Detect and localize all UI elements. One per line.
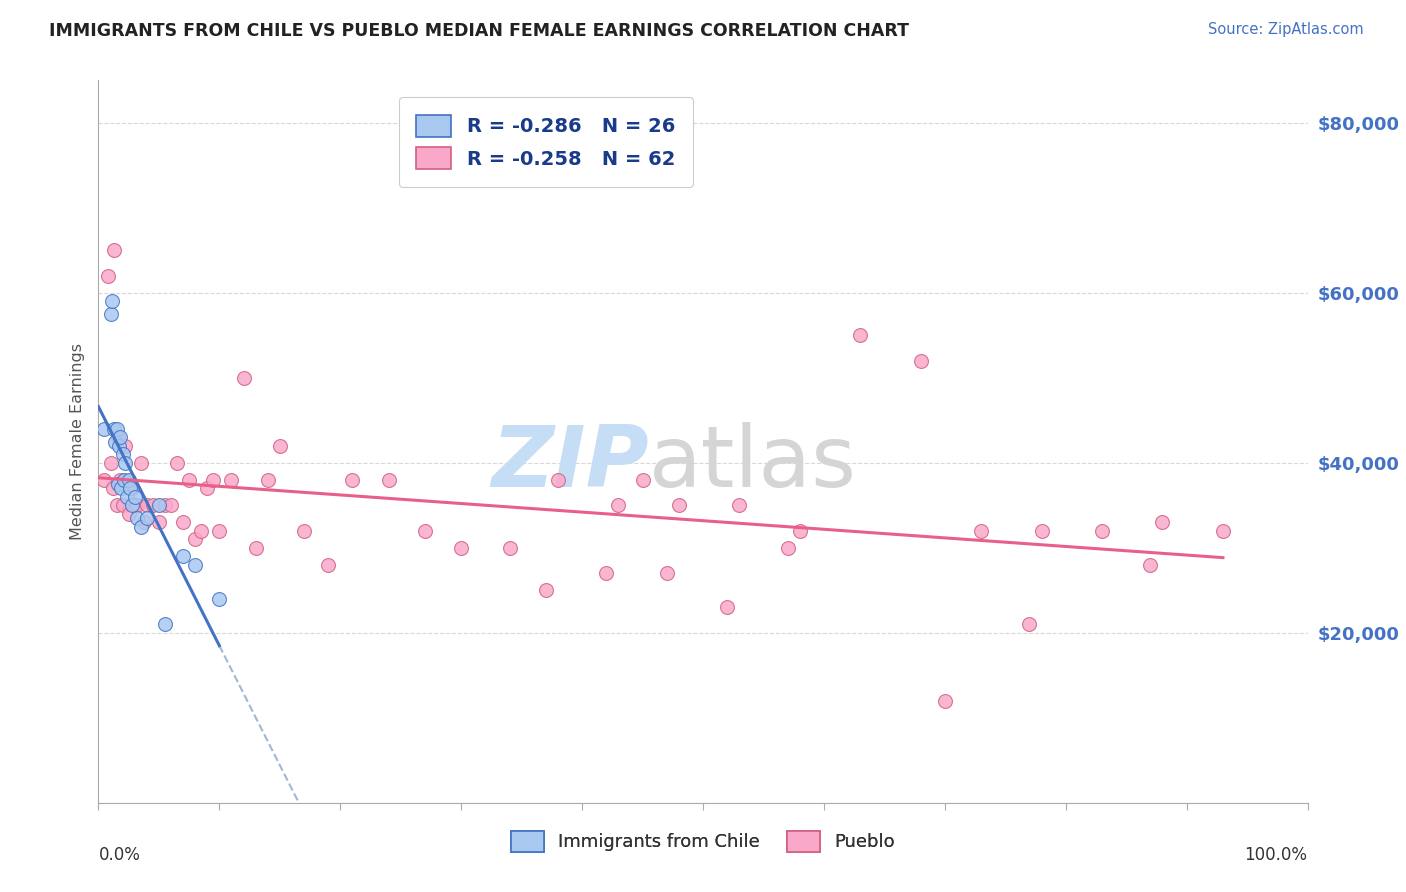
Point	[498, 541, 520, 555]
Point	[631, 473, 654, 487]
Point	[103, 422, 125, 436]
Point	[776, 541, 799, 555]
Point	[668, 498, 690, 512]
Text: ZIP: ZIP	[491, 422, 648, 505]
Point	[179, 473, 201, 487]
Point	[101, 481, 124, 495]
Point	[97, 268, 120, 283]
Point	[342, 473, 364, 487]
Point	[153, 498, 176, 512]
Point	[124, 490, 146, 504]
Point	[121, 481, 143, 495]
Y-axis label: Median Female Earnings: Median Female Earnings	[69, 343, 84, 540]
Point	[172, 516, 194, 530]
Point	[595, 566, 617, 581]
Point	[104, 434, 127, 449]
Point	[607, 498, 630, 512]
Point	[121, 498, 143, 512]
Point	[107, 477, 129, 491]
Point	[127, 498, 149, 512]
Point	[1152, 516, 1174, 530]
Point	[377, 473, 399, 487]
Point	[716, 600, 738, 615]
Point	[107, 430, 129, 444]
Point	[153, 617, 176, 632]
Point	[93, 422, 115, 436]
Point	[129, 456, 152, 470]
Point	[100, 456, 122, 470]
Point	[1139, 558, 1161, 572]
Point	[195, 481, 218, 495]
Point	[108, 473, 131, 487]
Point	[232, 371, 254, 385]
Text: 0.0%: 0.0%	[98, 847, 141, 864]
Point	[190, 524, 212, 538]
Point	[910, 353, 932, 368]
Point	[184, 533, 207, 547]
Point	[111, 447, 134, 461]
Point	[1212, 524, 1234, 538]
Point	[127, 511, 149, 525]
Text: atlas: atlas	[648, 422, 856, 505]
Point	[208, 524, 231, 538]
Point	[534, 583, 557, 598]
Point	[1018, 617, 1040, 632]
Point	[1091, 524, 1114, 538]
Point	[269, 439, 291, 453]
Point	[135, 498, 157, 512]
Point	[100, 307, 122, 321]
Point	[1031, 524, 1053, 538]
Point	[108, 439, 131, 453]
Point	[172, 549, 194, 564]
Point	[118, 481, 141, 495]
Point	[413, 524, 436, 538]
Point	[105, 498, 128, 512]
Point	[849, 328, 872, 343]
Text: Source: ZipAtlas.com: Source: ZipAtlas.com	[1208, 22, 1364, 37]
Point	[110, 481, 132, 495]
Point	[93, 473, 115, 487]
Point	[547, 473, 569, 487]
Point	[118, 473, 141, 487]
Point	[148, 498, 170, 512]
Point	[208, 591, 231, 606]
Point	[108, 430, 131, 444]
Point	[160, 498, 183, 512]
Point	[124, 498, 146, 512]
Point	[117, 490, 139, 504]
Point	[148, 516, 170, 530]
Point	[221, 473, 243, 487]
Point	[450, 541, 472, 555]
Text: IMMIGRANTS FROM CHILE VS PUEBLO MEDIAN FEMALE EARNINGS CORRELATION CHART: IMMIGRANTS FROM CHILE VS PUEBLO MEDIAN F…	[49, 22, 910, 40]
Point	[142, 498, 165, 512]
Text: 100.0%: 100.0%	[1244, 847, 1308, 864]
Legend: Immigrants from Chile, Pueblo: Immigrants from Chile, Pueblo	[505, 823, 901, 859]
Point	[111, 498, 134, 512]
Point	[114, 439, 136, 453]
Point	[105, 422, 128, 436]
Point	[256, 473, 278, 487]
Point	[655, 566, 678, 581]
Point	[934, 694, 956, 708]
Point	[970, 524, 993, 538]
Point	[166, 456, 188, 470]
Point	[245, 541, 267, 555]
Point	[316, 558, 339, 572]
Point	[112, 473, 135, 487]
Point	[728, 498, 751, 512]
Point	[129, 519, 152, 533]
Point	[184, 558, 207, 572]
Point	[103, 244, 125, 258]
Point	[292, 524, 315, 538]
Point	[100, 294, 122, 309]
Point	[135, 511, 157, 525]
Point	[114, 456, 136, 470]
Point	[789, 524, 811, 538]
Point	[118, 507, 141, 521]
Point	[202, 473, 225, 487]
Point	[134, 516, 156, 530]
